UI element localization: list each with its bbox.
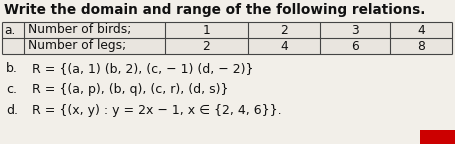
Bar [2, 22, 451, 54]
Text: 2: 2 [202, 39, 210, 53]
Text: a.: a. [4, 23, 15, 36]
Text: Number of birds;: Number of birds; [28, 23, 131, 36]
Text: Write the domain and range of the following relations.: Write the domain and range of the follow… [4, 3, 425, 17]
Text: R = {(a, 1) (b, 2), (c, − 1) (d, − 2)}: R = {(a, 1) (b, 2), (c, − 1) (d, − 2)} [32, 62, 253, 75]
Bar [419, 130, 455, 144]
Text: Number of legs;: Number of legs; [28, 39, 126, 53]
Text: c.: c. [6, 83, 17, 96]
Text: 4: 4 [416, 23, 424, 36]
Text: 2: 2 [279, 23, 287, 36]
Text: d.: d. [6, 104, 18, 117]
Text: 1: 1 [202, 23, 210, 36]
Text: R = {(a, p), (b, q), (c, r), (d, s)}: R = {(a, p), (b, q), (c, r), (d, s)} [32, 83, 228, 96]
Text: 3: 3 [350, 23, 358, 36]
Text: b.: b. [6, 62, 18, 75]
Text: 4: 4 [279, 39, 287, 53]
Text: 6: 6 [350, 39, 358, 53]
Text: R = {(x, y) : y = 2x − 1, x ∈ {2, 4, 6}}.: R = {(x, y) : y = 2x − 1, x ∈ {2, 4, 6}}… [32, 104, 281, 117]
Text: 8: 8 [416, 39, 424, 53]
